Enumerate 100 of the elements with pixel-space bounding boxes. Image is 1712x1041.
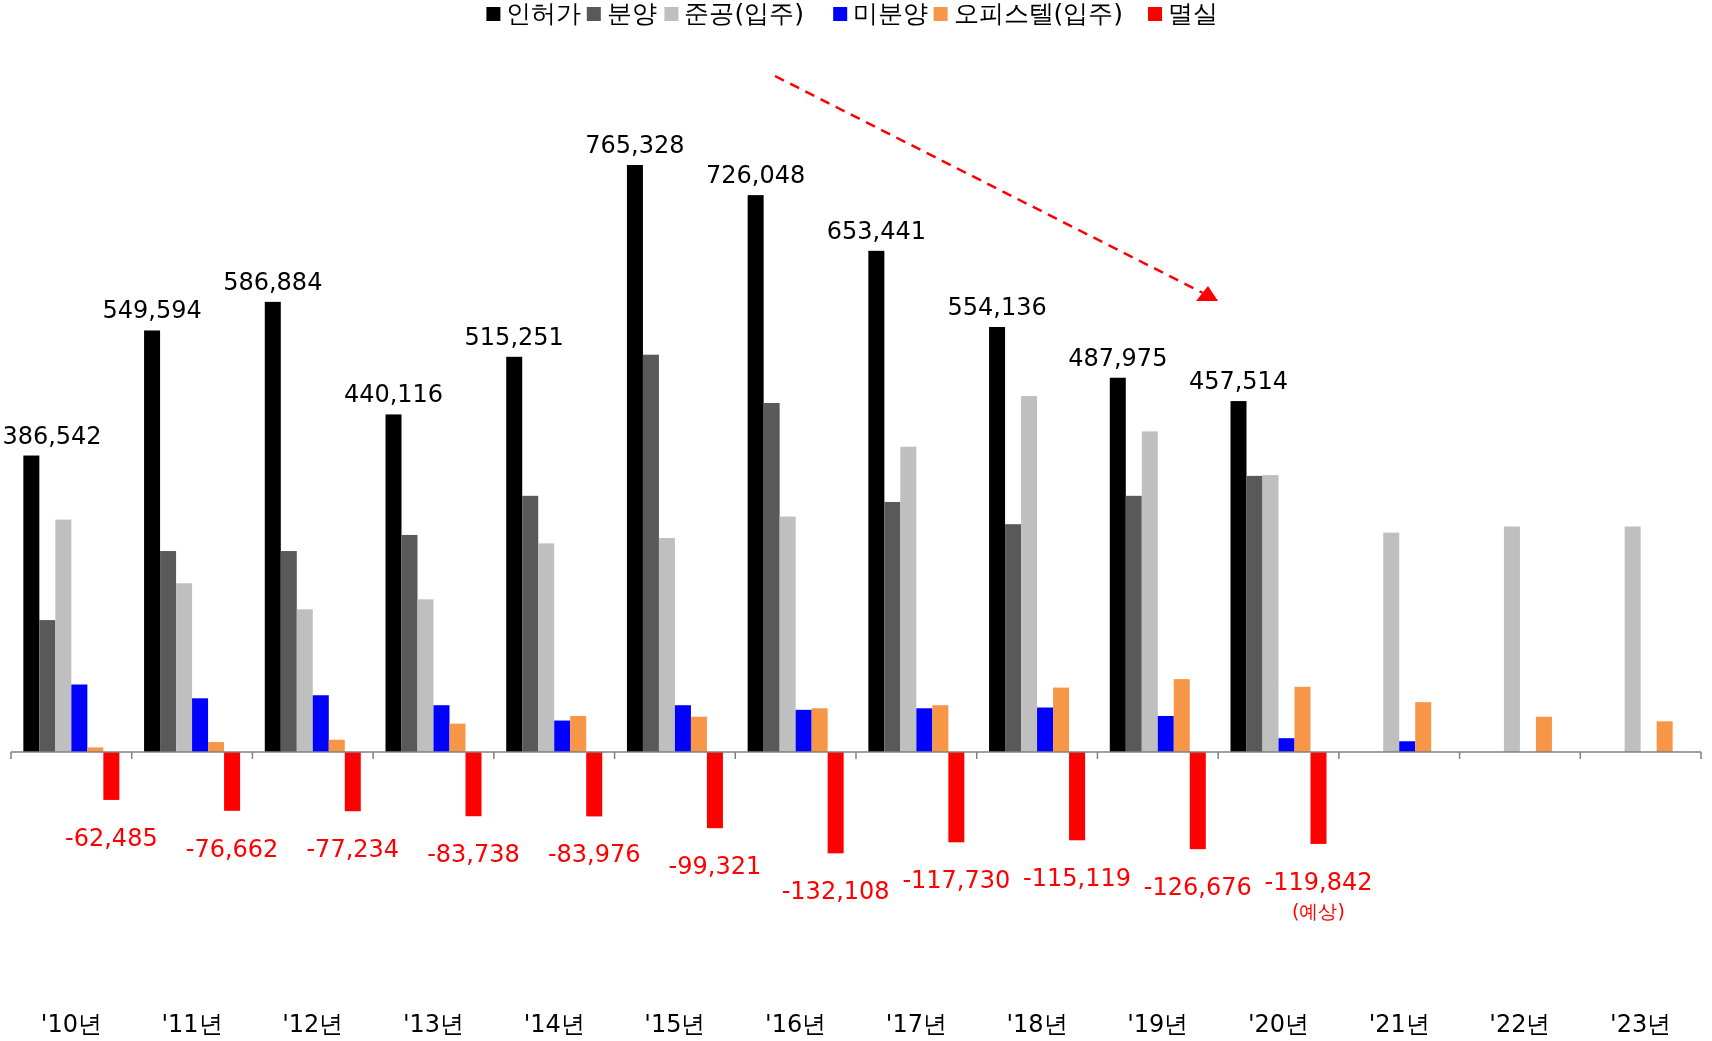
bar [1005,524,1022,752]
x-tick-label: '20년 [1247,1010,1310,1038]
bar [1310,752,1327,844]
bar [103,752,120,800]
x-tick-label: '16년 [765,1010,827,1038]
bar [1141,431,1158,752]
data-label: 653,441 [826,216,926,245]
bar [538,543,555,752]
data-label: -117,730 [902,866,1011,895]
bar [344,752,361,812]
bar [1535,716,1552,752]
text: (예상) [1292,899,1345,922]
bar [1125,495,1142,752]
bar [779,516,796,752]
bar [674,705,691,752]
bar [642,354,659,752]
bar [747,195,764,752]
bar [55,519,72,752]
data-label: -126,676 [1143,873,1252,902]
bar [868,250,885,752]
bar [465,752,482,817]
bar [1246,475,1263,752]
legend-label: 분양 [606,0,657,28]
bar [39,620,56,752]
bar [208,742,225,752]
data-label: -115,119 [1023,864,1132,893]
x-tick-label: '14년 [523,1010,585,1038]
bar [1278,738,1295,752]
bar [626,165,643,752]
data-label: -76,662 [185,834,279,863]
data-label: -83,738 [427,840,520,869]
x-tick-label: '18년 [1006,1010,1068,1038]
bar [417,599,434,752]
bar [948,752,965,843]
bar [71,684,88,752]
bar [1069,752,1086,841]
bar [658,538,675,752]
data-label: -83,976 [547,840,641,869]
bar [144,330,161,752]
bar [1173,679,1190,752]
bar [328,739,345,752]
bar [312,695,329,752]
bar [192,698,209,752]
bar [160,551,177,752]
bar [506,356,523,752]
bar [1262,475,1279,752]
data-label: 487,975 [1068,343,1168,372]
bar [433,705,450,752]
data-label: -119,842 [1264,867,1373,896]
bar [916,708,933,752]
x-tick-label: '17년 [885,1010,947,1038]
bar [1383,532,1400,752]
bar [706,752,723,829]
bar [296,609,313,752]
data-label: 457,514 [1188,367,1289,396]
data-label: -99,321 [668,852,762,881]
data-label: 440,116 [343,380,444,409]
x-tick-label: '12년 [282,1010,344,1038]
x-tick-label: '11년 [161,1010,223,1038]
data-label: -62,485 [65,823,158,852]
x-tick-label: '15년 [644,1010,706,1038]
bar [1109,377,1126,752]
data-label: 554,136 [947,292,1047,321]
legend-label: 준공(입주) [684,0,804,28]
bar [224,752,241,811]
x-tick-label: '23년 [1610,1010,1672,1038]
bar [884,501,901,752]
bar [1399,741,1416,752]
bar [1503,526,1520,752]
data-label: -77,234 [306,835,400,864]
bar [1294,686,1311,752]
bar [554,720,571,752]
bar [586,752,603,817]
x-tick-label: '10년 [40,1010,102,1038]
data-label: 515,251 [464,322,564,351]
x-tick-label: '21년 [1368,1010,1430,1038]
x-tick-label: '13년 [402,1010,465,1038]
bar [1415,702,1432,752]
bar [1189,752,1206,850]
bar [1230,401,1247,752]
bar [900,446,917,752]
bar [1037,707,1054,752]
data-label: 765,328 [585,131,685,159]
data-label: 386,542 [2,421,102,450]
bar [280,551,297,752]
bar [795,709,812,752]
bar [1053,687,1070,752]
bar [1656,721,1673,752]
x-tick-label: '22년 [1489,1010,1551,1038]
legend-label: 인허가 [506,0,582,28]
data-label: 726,048 [706,161,806,190]
bar [176,583,193,752]
bar [1624,526,1641,752]
bar [811,708,828,752]
bar [570,715,587,752]
legend-label: 멸실 [1168,0,1218,28]
bar [932,705,949,752]
bar [1021,396,1038,752]
legend-label: 오피스텔(입주) [953,0,1124,28]
bar [690,716,707,752]
